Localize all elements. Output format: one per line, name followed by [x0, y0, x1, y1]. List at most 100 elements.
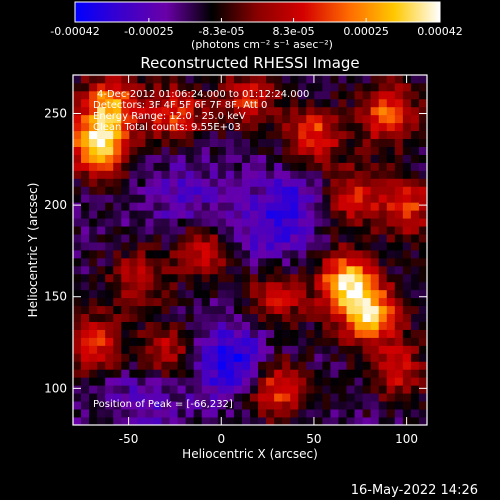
- heatmap-cell: [217, 401, 227, 410]
- heatmap-cell: [209, 305, 219, 315]
- heatmap-cell: [73, 186, 82, 195]
- heatmap-cell: [354, 75, 364, 84]
- heatmap-cell: [322, 273, 331, 283]
- heatmap-cell: [370, 162, 380, 171]
- annotation-energy-range: Energy Range: 12.0 - 25.0 keV: [93, 111, 246, 122]
- heatmap-cell: [81, 138, 90, 147]
- heatmap-cell: [105, 170, 114, 179]
- heatmap-cell: [298, 154, 307, 163]
- heatmap-cell: [290, 353, 299, 362]
- heatmap-cell: [89, 361, 98, 370]
- heatmap-cell: [129, 154, 138, 163]
- heatmap-cell: [314, 218, 323, 227]
- heatmap-cell: [298, 281, 307, 291]
- heatmap-cell: [274, 106, 283, 116]
- heatmap-cell: [322, 226, 331, 235]
- heatmap-cell: [394, 417, 404, 426]
- heatmap-cell: [145, 305, 154, 315]
- heatmap-cell: [201, 297, 211, 307]
- heatmap-cell: [161, 162, 170, 171]
- heatmap-cell: [346, 98, 355, 108]
- heatmap-cell: [177, 90, 187, 100]
- heatmap-cell: [250, 234, 259, 243]
- heatmap-cell: [274, 369, 283, 378]
- heatmap-cell: [161, 297, 170, 307]
- heatmap-cell: [386, 226, 396, 235]
- heatmap-cell: [129, 146, 138, 155]
- heatmap-cell: [105, 114, 114, 124]
- heatmap-cell: [354, 186, 364, 195]
- heatmap-cell: [145, 210, 154, 219]
- heatmap-cell: [145, 297, 154, 307]
- heatmap-cell: [314, 401, 323, 410]
- heatmap-cell: [354, 289, 364, 299]
- heatmap-cell: [193, 234, 203, 243]
- heatmap-cell: [105, 82, 114, 92]
- heatmap-cell: [97, 138, 106, 147]
- heatmap-cell: [105, 305, 114, 315]
- heatmap-cell: [97, 273, 106, 283]
- heatmap-cell: [177, 122, 187, 132]
- heatmap-cell: [153, 281, 162, 291]
- heatmap-cell: [418, 297, 428, 307]
- heatmap-cell: [330, 114, 339, 124]
- heatmap-cell: [89, 90, 98, 100]
- heatmap-cell: [394, 75, 404, 84]
- heatmap-cell: [258, 353, 267, 362]
- heatmap-cell: [201, 194, 211, 203]
- heatmap-cell: [354, 337, 364, 346]
- heatmap-cell: [354, 202, 364, 211]
- heatmap-cell: [137, 234, 146, 243]
- heatmap-cell: [193, 170, 203, 179]
- heatmap-cell: [193, 393, 203, 402]
- heatmap-cell: [258, 369, 267, 378]
- heatmap-cell: [233, 305, 243, 315]
- heatmap-cell: [306, 210, 315, 219]
- heatmap-cell: [394, 186, 404, 195]
- heatmap-cell: [113, 234, 122, 243]
- heatmap-cell: [410, 122, 420, 132]
- heatmap-cell: [306, 130, 315, 140]
- heatmap-cell: [81, 122, 90, 132]
- heatmap-cell: [338, 305, 347, 315]
- heatmap-cell: [177, 321, 187, 330]
- heatmap-cell: [193, 265, 203, 275]
- heatmap-cell: [209, 106, 219, 116]
- heatmap-cell: [250, 130, 259, 140]
- heatmap-cell: [338, 385, 347, 394]
- heatmap-cell: [177, 305, 187, 315]
- heatmap-cell: [330, 297, 339, 307]
- x-axis: -50 0 50 100: [119, 75, 418, 446]
- heatmap-cell: [201, 202, 211, 211]
- heatmap-cell: [233, 90, 243, 100]
- heatmap-cell: [225, 226, 235, 235]
- heatmap-cell: [298, 289, 307, 299]
- heatmap-cell: [370, 417, 380, 426]
- heatmap-cell: [241, 273, 251, 283]
- heatmap-cell: [362, 337, 372, 346]
- heatmap-cell: [193, 106, 203, 116]
- heatmap-cell: [266, 337, 275, 346]
- heatmap-cell: [298, 170, 307, 179]
- heatmap-cell: [217, 353, 227, 362]
- heatmap-cell: [137, 305, 146, 315]
- heatmap-cell: [394, 329, 404, 338]
- heatmap-cell: [185, 75, 195, 84]
- heatmap-cell: [346, 345, 355, 354]
- heatmap-cell: [330, 329, 339, 338]
- heatmap-cell: [322, 321, 331, 330]
- heatmap-cell: [97, 218, 106, 227]
- heatmap-cell: [410, 337, 420, 346]
- heatmap-cell: [394, 289, 404, 299]
- heatmap-cell: [193, 289, 203, 299]
- heatmap-cell: [121, 369, 130, 378]
- heatmap-cell: [282, 162, 291, 171]
- heatmap-cell: [241, 98, 251, 108]
- heatmap-cell: [346, 289, 355, 299]
- heatmap-cell: [258, 75, 267, 84]
- heatmap-cell: [410, 130, 420, 140]
- heatmap-cell: [233, 226, 243, 235]
- heatmap-cell: [346, 281, 355, 291]
- heatmap-cell: [169, 75, 178, 84]
- plot-frame: [72, 74, 428, 426]
